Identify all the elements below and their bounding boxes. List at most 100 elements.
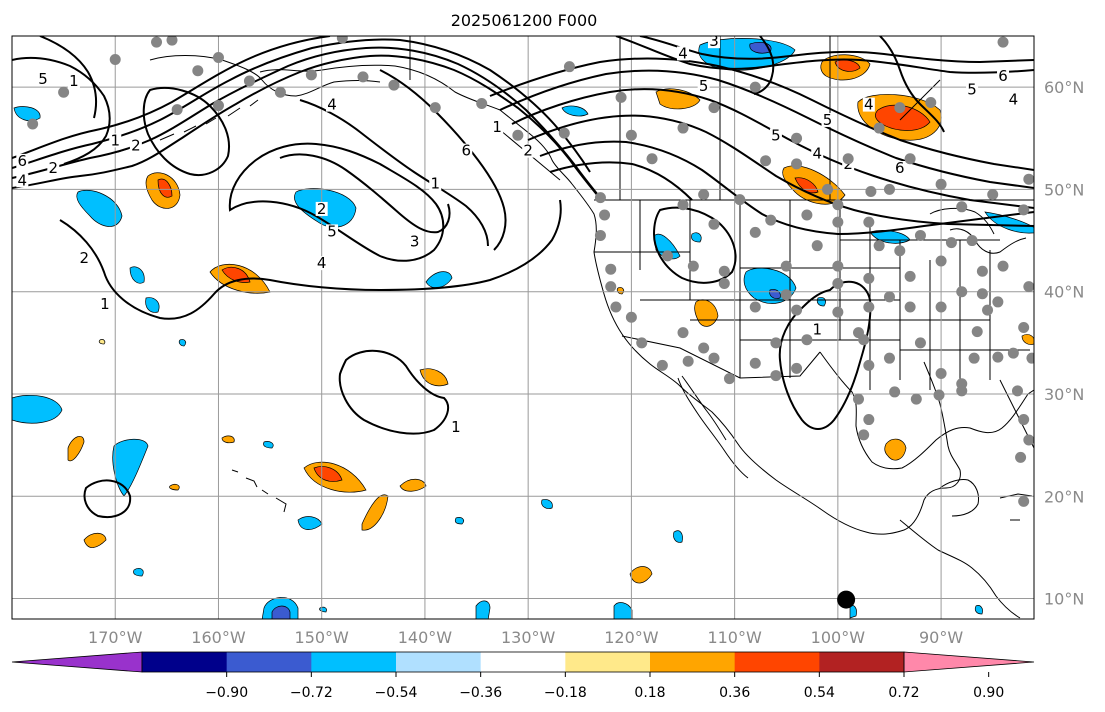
contour-label-bg — [16, 153, 29, 168]
station-dot — [625, 129, 637, 141]
shade-blob — [454, 517, 464, 525]
longitude-tick-label: 130°W — [501, 628, 556, 647]
station-dot — [865, 185, 877, 197]
longitude-tick-label: 100°W — [811, 628, 866, 647]
station-dot — [992, 351, 1004, 363]
station-dot — [801, 209, 813, 221]
colorbar-bin — [142, 652, 228, 672]
station-dot — [1018, 322, 1030, 333]
station-dot — [853, 393, 865, 405]
station-dot — [987, 189, 999, 201]
shade-blob — [313, 466, 343, 482]
station-dot — [863, 272, 875, 284]
station-dot — [873, 122, 885, 134]
shade-blob — [76, 190, 123, 227]
contour-line — [511, 88, 1034, 209]
station-dot — [982, 304, 994, 316]
contour-label: 2 — [79, 249, 89, 267]
map-frame — [11, 35, 1035, 620]
contour-label-bg — [326, 97, 339, 112]
contour-label-bg — [460, 143, 473, 158]
contour-line — [539, 140, 1034, 236]
station-dot — [858, 334, 870, 346]
station-dot — [610, 301, 622, 313]
station-dot — [894, 245, 906, 257]
station-dot — [1018, 414, 1030, 426]
station-dot — [682, 355, 694, 367]
shade-blob — [169, 484, 180, 491]
station-dot — [863, 301, 875, 313]
shade-blob — [133, 568, 144, 577]
colorbar-bin — [565, 652, 651, 672]
station-dot — [615, 91, 627, 103]
station-dot — [27, 118, 39, 130]
station-dot — [512, 129, 524, 141]
longitude-axis: 170°W 160°W 150°W 140°W 130°W 120°W 110°W 100°W… — [88, 628, 963, 647]
contour-line — [12, 36, 331, 159]
station-dot — [832, 306, 844, 318]
shade-blob — [221, 435, 235, 444]
shade-blob — [263, 441, 274, 449]
contour-line — [83, 479, 132, 518]
shade-blob — [974, 605, 983, 615]
station-dot — [904, 301, 916, 313]
contour-label-bg — [491, 120, 504, 135]
station-dot — [832, 278, 844, 290]
alaska-coast — [149, 55, 381, 97]
station-dot — [791, 304, 803, 316]
contour-line — [338, 349, 450, 435]
colorbar-extend-high — [903, 651, 1035, 673]
station-dots — [27, 36, 1034, 507]
station-dot — [212, 51, 224, 63]
contour-line — [527, 114, 1034, 227]
colorbar-bin — [734, 652, 820, 672]
station-dot — [992, 296, 1004, 308]
station-dot — [687, 260, 699, 272]
contour-label-bg — [893, 161, 906, 176]
contour-line — [39, 36, 97, 119]
station-dot — [811, 240, 823, 252]
station-dot — [801, 334, 813, 346]
station-dot — [832, 260, 844, 272]
station-dot — [904, 153, 916, 165]
shade-blob — [616, 287, 624, 295]
colorbar-tick-label: −0.54 — [375, 685, 418, 701]
colorbar-tick-label: −0.72 — [290, 685, 333, 701]
station-dot — [780, 289, 792, 301]
station-dot — [58, 86, 70, 98]
map-title: 2025061200 F000 — [451, 11, 598, 30]
longitude-tick-label: 120°W — [604, 628, 659, 647]
contour-label-bg — [811, 322, 824, 337]
station-dot — [873, 240, 885, 252]
longitude-tick-label: 160°W — [191, 628, 246, 647]
station-dot — [1026, 352, 1034, 364]
shade-blob — [67, 435, 85, 462]
station-dot — [863, 359, 875, 371]
contour-label: 2 — [49, 159, 59, 177]
contour-label: 4 — [864, 96, 874, 114]
contour-label-bg — [78, 251, 91, 266]
station-dot — [770, 337, 782, 349]
station-dot — [933, 389, 945, 401]
contour-label: 5 — [327, 222, 337, 240]
latitude-tick-label: 40°N — [1044, 283, 1084, 302]
station-dot — [883, 352, 895, 364]
contour-label-bg — [98, 297, 111, 312]
contour-label: 5 — [771, 126, 781, 144]
contour-label-bg — [429, 176, 442, 191]
station-dot — [605, 263, 617, 275]
contour-line — [228, 142, 445, 262]
colorbar-bin — [650, 652, 736, 672]
station-dot — [883, 183, 895, 195]
colorbar-tick-label: 0.18 — [634, 685, 665, 701]
contour-label-bg — [315, 256, 328, 271]
contour-line — [279, 153, 451, 234]
latitude-tick-label: 50°N — [1044, 180, 1084, 199]
station-dot — [791, 362, 803, 374]
shade-blob — [112, 438, 149, 497]
contour-line — [615, 36, 1034, 74]
station-dot — [594, 192, 606, 204]
contour-label-bg — [862, 97, 875, 112]
station-dot — [734, 194, 746, 206]
contour-line — [12, 46, 603, 201]
